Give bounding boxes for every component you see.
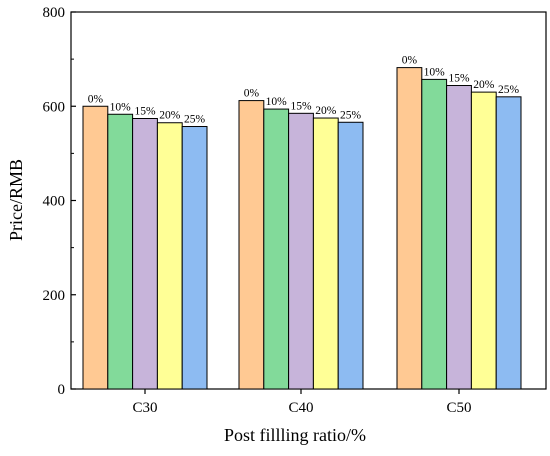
x-tick-label: C50 [446,400,471,416]
data-label: 15% [134,106,156,118]
data-label: 25% [498,84,520,96]
bar-c30-20pct [156,122,183,390]
x-tick-label: C40 [288,400,313,416]
data-label: 10% [110,101,132,113]
bar-c50-15pct [446,85,472,390]
x-axis-title: Post fillling ratio/% [224,425,366,445]
bar-c50-20pct [470,91,497,390]
bar-c30-0pct [82,105,109,390]
bar-c50-25pct [495,96,522,390]
data-label: 0% [244,88,260,100]
y-tick-label: 200 [43,288,66,304]
data-label: 25% [340,109,362,121]
bar-c50-10pct [421,78,448,390]
bar-c40-20pct [312,117,339,390]
bar-c40-25pct [337,121,364,390]
bar-c30-10pct [107,113,134,390]
data-label: 15% [448,73,470,85]
bar-c50-0pct [396,67,423,390]
data-label: 10% [266,96,288,108]
data-label: 0% [402,55,418,67]
data-label: 10% [424,66,446,78]
x-tick-label: C30 [132,400,157,416]
bar-c30-15pct [132,118,158,390]
data-label: 20% [315,105,337,117]
y-tick-label: 600 [43,99,66,115]
data-labels: 0%10% 15% 20% 25%0%10% 15% 20% 25%0%10%15%20% 2… [88,55,520,126]
data-label: 20% [159,110,181,122]
data-label: 15% [290,100,312,112]
bar-c40-15pct [288,112,314,390]
y-tick-label: 0 [58,382,66,398]
data-label: 20% [473,79,495,91]
data-label: 0% [88,93,104,105]
x-axis: C30 C40 C50 [132,389,472,416]
y-tick-label: 400 [43,194,66,210]
data-label: 25% [184,114,206,126]
bars [82,67,522,390]
bar-c40-0pct [238,100,265,390]
y-tick-label: 800 [43,5,66,21]
bar-c40-10pct [263,108,290,390]
bar-c30-25pct [181,126,208,390]
y-axis: 0 200 400 600 800 [43,5,76,398]
y-axis-title: Price/RMB [6,159,26,241]
